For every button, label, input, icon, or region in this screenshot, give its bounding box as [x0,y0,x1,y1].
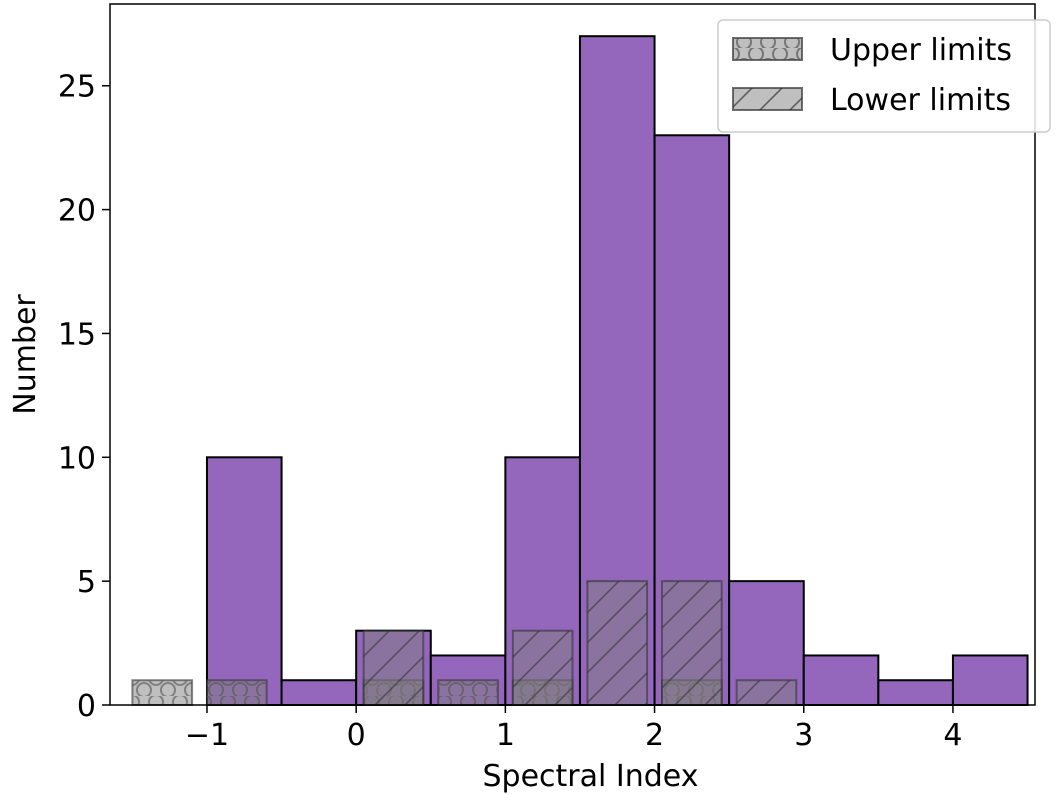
legend-entry-upper: Upper limits [732,33,1012,68]
x-axis-label: Spectral Index [483,759,699,794]
lower-limit-bar-hatch [662,581,722,705]
upper-limit-bar-hatch [438,680,498,705]
main-bar [802,654,880,706]
y-tick-label: 15 [58,317,96,352]
lower-limit-bar-hatch [587,581,648,705]
upper-limit-bar-hatch [206,680,267,705]
main-bar [205,456,283,706]
upper-limit-bar-hatch [132,680,193,705]
x-tick-label: 0 [347,718,366,753]
y-tick-label: 0 [77,689,96,724]
x-axis-ticks: −1 0 1 2 3 4 [185,705,962,753]
legend-label-lower: Lower limits [830,83,1011,118]
y-tick-label: 20 [58,194,96,229]
y-axis-label: Number [8,294,43,415]
y-tick-label: 10 [58,441,96,476]
main-bar [280,679,358,706]
legend: Upper limits Lower limits [717,19,1051,133]
y-tick-label: 25 [58,70,96,105]
x-tick-label: 1 [496,718,515,753]
y-tick-label: 5 [77,565,96,600]
lower-limit-bar-hatch [363,630,424,705]
main-bar [877,679,954,706]
x-tick-label: −1 [185,718,229,753]
legend-entry-lower: Lower limits [732,83,1011,118]
x-tick-label: 2 [645,718,664,753]
legend-label-upper: Upper limits [830,33,1012,68]
lower-limit-bar-hatch [512,630,573,705]
legend-swatch-lower-hatch [733,88,802,110]
lower-limit-bar-hatch [736,680,797,705]
main-bar [951,654,1029,706]
x-tick-label: 4 [943,718,962,753]
plot-frame [109,3,1036,706]
x-tick-label: 3 [794,718,813,753]
legend-swatch-upper-hatch [733,38,802,60]
y-axis-ticks: 0 5 10 15 20 25 [58,70,110,724]
